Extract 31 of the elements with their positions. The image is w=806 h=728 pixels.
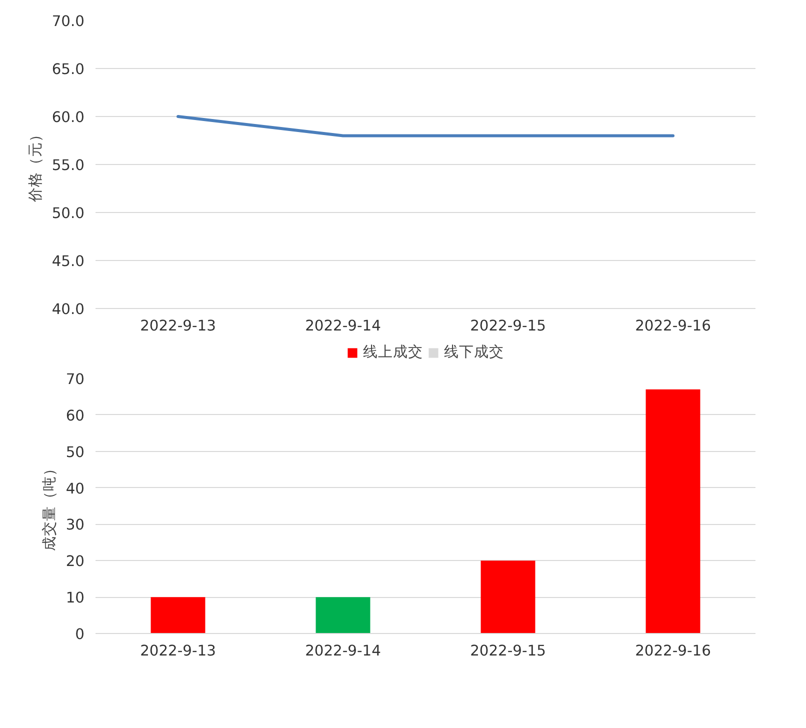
legend-label: 线下成交 — [444, 342, 504, 362]
y-tick-label: 20 — [66, 553, 85, 570]
y-axis-title: 成交量（吨） — [40, 461, 58, 551]
y-tick-label: 45.0 — [52, 253, 85, 270]
y-tick-label: 40.0 — [52, 301, 85, 318]
y-tick-label: 50.0 — [52, 205, 85, 222]
legend-label: 线上成交 — [363, 342, 423, 362]
y-tick-label: 0 — [75, 626, 85, 643]
y-tick-label: 40 — [66, 480, 85, 498]
y-tick-label: 10 — [66, 590, 85, 607]
x-tick-label: 2022-9-14 — [305, 318, 381, 334]
y-tick-label: 70 — [66, 371, 85, 388]
y-tick-label: 70.0 — [52, 13, 85, 30]
y-tick-label: 60 — [66, 407, 85, 424]
x-tick-label: 2022-9-16 — [635, 318, 711, 334]
bar — [150, 597, 206, 634]
y-tick-label: 55.0 — [52, 157, 85, 174]
x-tick-label: 2022-9-14 — [305, 642, 381, 660]
x-tick-label: 2022-9-13 — [140, 642, 216, 660]
x-tick-label: 2022-9-13 — [140, 318, 216, 334]
bar — [480, 560, 536, 634]
y-tick-label: 30 — [66, 516, 85, 534]
y-tick-label: 60.0 — [52, 109, 85, 126]
y-tick-label: 50 — [66, 444, 85, 461]
bar — [316, 597, 370, 634]
x-tick-label: 2022-9-15 — [470, 318, 546, 334]
bar — [646, 389, 700, 634]
x-tick-label: 2022-9-16 — [635, 642, 711, 660]
y-tick-label: 65.0 — [52, 61, 85, 78]
x-tick-label: 2022-9-15 — [470, 642, 546, 660]
y-axis-title: 价格（元） — [26, 127, 44, 203]
